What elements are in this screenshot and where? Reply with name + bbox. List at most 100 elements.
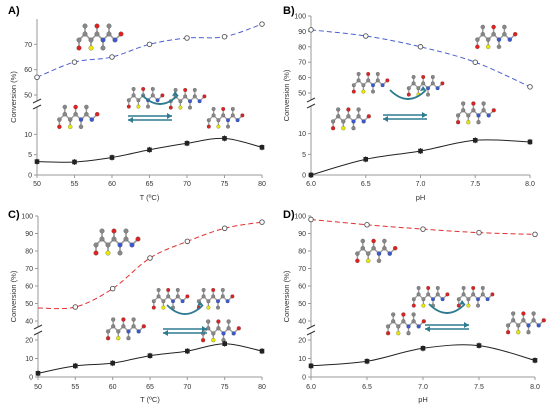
molecule-atom (341, 119, 346, 124)
x-axis-title: pH (416, 193, 426, 202)
molecule-atom (216, 319, 221, 324)
data-point-open (259, 21, 265, 27)
molecule-atom (411, 303, 416, 308)
molecule-atom (461, 101, 466, 106)
molecule-atom (360, 245, 366, 251)
molecule-atom (376, 251, 382, 256)
molecule-atom (366, 72, 371, 76)
reaction-curved-arrow-icon (166, 304, 204, 315)
molecule-atom (431, 297, 435, 302)
molecule-atom (202, 94, 207, 99)
x-tick-label: 55 (71, 181, 79, 188)
panel-label: B) (283, 5, 295, 17)
molecule-atom (371, 89, 375, 94)
molecule-atom (466, 297, 471, 302)
x-tick-label: 8.0 (530, 384, 540, 391)
molecule-atom (126, 104, 131, 109)
x-axis-title: T (ºC) (140, 395, 160, 404)
molecule-atom (183, 94, 188, 99)
molecule-atom (118, 31, 124, 37)
y-tick-label-upper: 70 (298, 266, 306, 273)
molecule-atom (476, 303, 480, 308)
molecule-atom (136, 98, 141, 103)
data-point-open (146, 41, 153, 48)
x-tick-label: 6.0 (306, 384, 316, 391)
x-tick-label: 7.0 (418, 384, 428, 391)
molecule-atom (175, 288, 180, 292)
molecule-atom (192, 88, 197, 92)
molecule-atom (131, 87, 136, 91)
molecule-atom (496, 44, 502, 50)
molecule-atom (240, 113, 245, 118)
molecule-atom (356, 107, 361, 112)
molecule-atom (371, 238, 376, 244)
molecule-atom (416, 286, 421, 290)
reaction-curved-arrow-head (172, 91, 178, 96)
data-point-open (532, 231, 538, 238)
molecule-atom (471, 292, 476, 297)
y-tick-label-upper: 90 (25, 231, 33, 238)
molecule-atom (476, 113, 481, 118)
x-tick-label: 60 (108, 181, 116, 188)
molecule-atom (82, 31, 88, 37)
molecule-ball-stick-icon (206, 107, 245, 129)
molecule-atom (502, 24, 507, 30)
molecule-atom (426, 86, 430, 91)
molecule-atom (391, 312, 396, 317)
data-point-open (527, 84, 533, 90)
molecule-atom (123, 236, 129, 242)
molecule-atom (116, 329, 121, 334)
molecule-atom (206, 305, 211, 310)
molecule-atom (466, 113, 471, 118)
molecule-atom (111, 324, 116, 329)
x-tick-label: 55 (71, 384, 79, 391)
y-tick-label-lower: 10 (298, 131, 306, 138)
data-point-open (221, 225, 228, 231)
molecule-atom (466, 303, 471, 308)
molecule-atom (480, 31, 486, 37)
molecule-atom (221, 107, 226, 111)
molecule-atom (166, 294, 171, 299)
molecule-atom (151, 305, 156, 310)
molecule-atom (230, 107, 235, 111)
x-tick-label: 6.0 (306, 181, 316, 188)
molecule-atom (100, 45, 106, 51)
molecule-atom (511, 311, 516, 316)
molecule-atom (421, 297, 426, 302)
molecule-atom (406, 331, 411, 336)
molecule-atom (375, 72, 380, 76)
molecule-atom (106, 329, 111, 334)
y-tick-label-lower: 0 (29, 375, 33, 382)
data-point-open (363, 33, 369, 39)
x-tick-label: 6.5 (361, 181, 371, 188)
molecule-atom (382, 245, 387, 251)
molecule-atom (475, 37, 480, 42)
molecule-atom (156, 288, 161, 292)
molecule-atom (99, 228, 105, 234)
data-point-filled (147, 147, 152, 153)
molecule-atom (471, 101, 476, 106)
x-tick-label: 80 (258, 384, 266, 391)
data-point-open (184, 35, 190, 41)
y-tick-label-upper: 100 (21, 214, 33, 221)
molecule-atom (526, 323, 531, 328)
molecule-atom (380, 83, 385, 88)
y-tick-label-upper: 100 (294, 214, 306, 221)
molecule-atom (156, 294, 161, 299)
fit-curve-lower (310, 139, 531, 176)
molecule-atom (440, 297, 445, 302)
molecule-atom (401, 319, 406, 324)
molecule-atom (166, 288, 171, 292)
x-tick-label: 7.0 (416, 181, 426, 188)
molecule-atom (57, 117, 62, 122)
molecule-atom (491, 108, 496, 113)
molecule-atom (361, 119, 366, 124)
molecule-atom (178, 99, 183, 104)
equilibrium-arrow-forward-head (202, 326, 207, 332)
molecule-atom (476, 297, 480, 302)
data-point-filled (472, 137, 478, 143)
molecule-atom (435, 286, 440, 290)
molecule-atom (426, 292, 431, 297)
molecule-atom (480, 24, 486, 30)
y-tick-label-lower: 10 (24, 132, 32, 139)
